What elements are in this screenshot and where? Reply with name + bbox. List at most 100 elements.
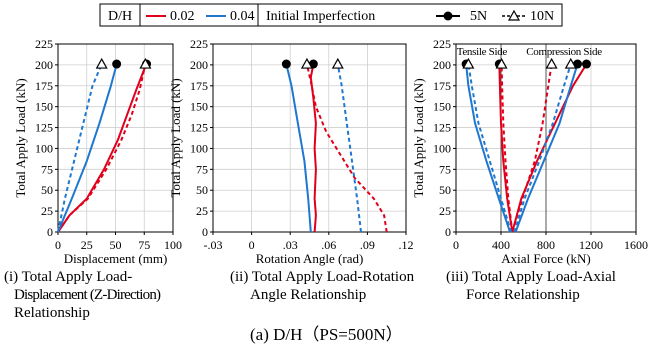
y-tick-label: 25: [41, 204, 53, 218]
x-tick-label: 50: [110, 238, 122, 252]
x-axis-label: Rotation Angle (rad): [256, 251, 364, 266]
y-tick-label: 0: [445, 225, 451, 239]
panel-2-title-line-2: Angle Relationship: [250, 287, 367, 303]
y-tick-label: 25: [196, 204, 208, 218]
legend-box: D/H 0.02 0.04 Initial Imperfection 5N 10…: [99, 3, 563, 27]
x-tick-label: .12: [399, 238, 414, 252]
x-axis-label: Axial Force (kN): [501, 251, 591, 266]
series-line-004-10n: [57, 63, 103, 233]
plot-frame: [212, 43, 407, 233]
y-tick-label: 100: [433, 141, 451, 155]
legend-marker-5n-label: 5N: [470, 9, 487, 24]
y-tick-label: 150: [190, 100, 208, 114]
end-marker-triangle: [331, 57, 344, 69]
y-tick-label: 0: [202, 225, 208, 239]
series-line-004-10n: [467, 63, 513, 233]
x-tick-label: 1600: [624, 238, 648, 252]
end-marker-circle: [582, 59, 591, 69]
series-line-004-5n: [465, 63, 511, 233]
y-axis-label: Total Apply Load (kN): [168, 78, 183, 197]
y-tick-label: 175: [190, 79, 208, 93]
series-line-002-10n: [57, 63, 147, 233]
y-tick-label: 75: [41, 162, 53, 176]
y-tick-label: 75: [196, 162, 208, 176]
x-tick-label: 75: [138, 238, 150, 252]
x-tick-label: -.03: [204, 238, 223, 252]
end-marker-triangle: [95, 57, 108, 69]
panel-1-title-line-3: Relationship: [14, 305, 90, 321]
legend-marker-5n: [443, 11, 453, 21]
y-tick-label: 100: [35, 141, 53, 155]
chart-panel-3: 0 25 50 75 100 125 150 175 200 225 0 400 800 1200 1600…: [411, 37, 648, 266]
series-line-002-10n: [511, 63, 553, 233]
legend-series-002: 0.02: [170, 9, 195, 24]
panel-2-title: (ii) Total Apply Load-Rotation Angle Rel…: [230, 268, 414, 304]
y-tick-label: 175: [35, 79, 53, 93]
y-axis-label: Total Apply Load (kN): [411, 78, 426, 197]
x-axis-label: Displacement (mm): [64, 251, 168, 266]
y-tick-label: 50: [41, 183, 53, 197]
x-tick-label: 0: [55, 238, 61, 252]
plot-frame: [57, 43, 174, 233]
legend-series-004: 0.04: [230, 9, 255, 24]
panel-1-title-line-1: (i) Total Apply Load-: [4, 269, 133, 285]
x-tick-label: 0: [249, 238, 255, 252]
y-tick-label: 75: [439, 162, 451, 176]
legend-marker-10n-label: 10N: [530, 9, 554, 24]
series-line-002-10n: [500, 64, 514, 233]
y-tick-label: 200: [35, 58, 53, 72]
legend-dh-label: D/H: [108, 9, 132, 24]
end-marker-triangle: [139, 57, 152, 69]
y-tick-label: 150: [433, 100, 451, 114]
figure-caption: (a) D/H（PS=500N）: [250, 325, 403, 344]
end-marker-triangle: [495, 57, 508, 69]
panel-3-title: (iii) Total Apply Load-Axial Force Relat…: [446, 268, 616, 304]
y-tick-label: 125: [35, 121, 53, 135]
chart-annotation: Compression Side: [526, 46, 602, 58]
end-marker-triangle: [300, 57, 313, 69]
y-tick-label: 225: [190, 37, 208, 51]
x-tick-label: 0: [453, 238, 459, 252]
y-tick-label: 50: [196, 183, 208, 197]
end-marker-triangle: [462, 57, 475, 69]
x-tick-label: 1200: [579, 238, 603, 252]
y-tick-label: 200: [433, 58, 451, 72]
y-tick-label: 150: [35, 100, 53, 114]
end-marker-triangle: [545, 57, 558, 69]
panel-3-title-line-1: (iii) Total Apply Load-Axial: [446, 269, 616, 285]
series-line-004-5n: [285, 63, 312, 233]
legend-marker-10n: [507, 9, 521, 21]
y-tick-label: 100: [190, 141, 208, 155]
y-tick-label: 50: [439, 183, 451, 197]
x-tick-label: .03: [283, 238, 298, 252]
y-tick-label: 0: [47, 225, 53, 239]
end-marker-circle: [281, 59, 291, 69]
panel-1-title-line-2: Displacement (Z-Direction): [14, 287, 161, 303]
series-line-004-5n: [514, 63, 579, 233]
y-tick-label: 175: [433, 79, 451, 93]
y-tick-label: 125: [190, 121, 208, 135]
y-tick-label: 125: [433, 121, 451, 135]
end-marker-triangle: [564, 57, 577, 69]
series-line-004-5n: [57, 63, 118, 233]
x-tick-label: .06: [321, 238, 336, 252]
panel-1-title: (i) Total Apply Load- Displacement (Z-Di…: [4, 268, 161, 322]
y-tick-label: 200: [190, 58, 208, 72]
y-tick-label: 25: [439, 204, 451, 218]
legend-frame: [99, 3, 563, 27]
panel-2-title-line-1: (ii) Total Apply Load-Rotation: [230, 269, 415, 285]
plot-frame: [455, 43, 637, 233]
series-line-004-10n: [513, 63, 572, 233]
panel-3-title-line-2: Force Relationship: [466, 287, 580, 303]
chart-panels: 0 25 50 75 100 125 150 175 200 225 0 25 50 75 100 Displ…: [13, 37, 648, 266]
end-marker-circle: [112, 59, 122, 69]
series-line-002-10n: [305, 63, 388, 233]
x-tick-label: .09: [360, 238, 375, 252]
x-tick-label: 25: [81, 238, 93, 252]
y-axis-label: Total Apply Load (kN): [13, 78, 28, 197]
x-tick-label: 400: [492, 238, 510, 252]
legend-imperfection-label: Initial Imperfection: [266, 9, 375, 24]
